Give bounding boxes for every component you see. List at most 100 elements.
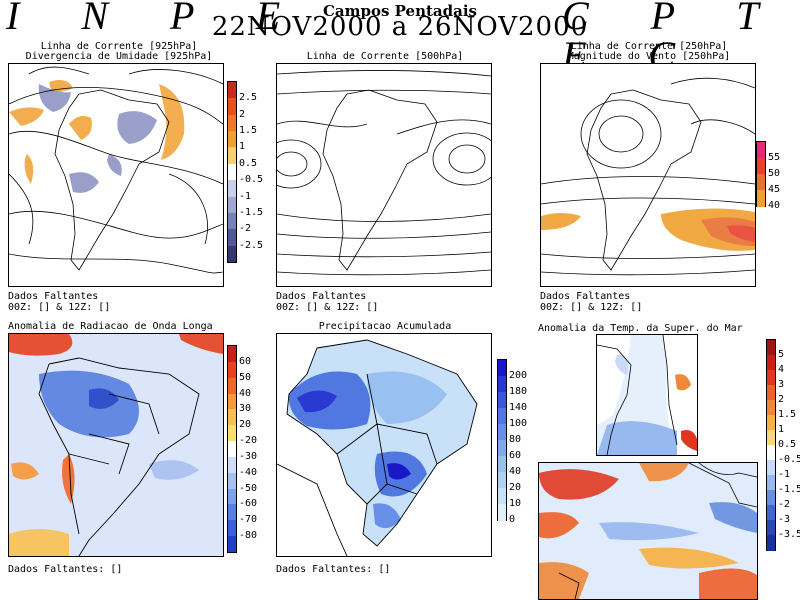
panel6-title: Anomalia da Temp. da Super. do Mar — [538, 323, 743, 334]
olr-colorbar-segment — [228, 346, 236, 363]
precipitation-map — [276, 333, 492, 557]
sst-colorbar-segment — [767, 340, 775, 356]
div-colorbar-segment — [228, 212, 236, 230]
wind-colorbar-label: 55 — [768, 152, 781, 163]
olr-colorbar-label: -40 — [239, 466, 258, 478]
olr-colorbar-segment — [228, 520, 236, 537]
prec-colorbar-label: 40 — [509, 466, 522, 477]
olr-colorbar-segment — [228, 488, 236, 505]
prec-colorbar-segment — [498, 504, 506, 521]
sst-colorbar-label: 2 — [778, 394, 785, 405]
div-colorbar-segment — [228, 82, 236, 99]
sst-colorbar-label: -3.5 — [778, 529, 800, 540]
streamline-250-map — [540, 63, 756, 287]
olr-colorbar-label: 40 — [239, 387, 252, 399]
sst-colorbar-segment — [767, 400, 775, 416]
prec-colorbar-segment — [498, 472, 506, 489]
olr-colorbar-label: -30 — [239, 450, 258, 462]
sst-colorbar-label: 3 — [778, 379, 785, 390]
olr-colorbar-label: 50 — [239, 371, 252, 383]
div-colorbar-segment — [228, 114, 236, 132]
olr-colorbar-label: -60 — [239, 498, 258, 510]
prec-colorbar-label: 100 — [509, 418, 528, 429]
sst-colorbar-label: -1.5 — [778, 484, 800, 495]
sst-colorbar-segment — [767, 535, 775, 551]
wind-colorbar-label: 40 — [768, 200, 781, 211]
streamline-925-map — [8, 63, 224, 287]
wind-colorbar-label: 50 — [768, 168, 781, 179]
panel2-title1: Linha de Corrente [500hPa] — [306, 51, 464, 62]
prec-colorbar-segment — [498, 456, 506, 473]
wind-colorbar: 55 50 45 40 — [756, 141, 780, 211]
div-colorbar-label: -1 — [239, 190, 252, 202]
div-colorbar-label: -0.5 — [239, 174, 264, 186]
sst-colorbar-label: 1.5 — [778, 409, 797, 420]
panel4-missing: Dados Faltantes: [] — [8, 564, 123, 575]
sst-colorbar-segment — [767, 430, 775, 446]
div-colorbar-label: 2 — [239, 108, 246, 120]
olr-colorbar-label: -70 — [239, 514, 258, 526]
div-colorbar-label: -2.5 — [239, 239, 264, 251]
olr-colorbar-label: -20 — [239, 435, 258, 447]
div-colorbar-label: 2.5 — [239, 92, 258, 104]
sst-colorbar-segment — [767, 490, 775, 506]
prec-colorbar-label: 60 — [509, 450, 522, 461]
sst-colorbar-segment — [767, 505, 775, 521]
div-colorbar-segment — [228, 147, 236, 165]
inpe-logo: I N P E — [6, 0, 307, 38]
sst-colorbar-label: -0.5 — [778, 454, 800, 465]
div-colorbar-segment — [228, 180, 236, 198]
olr-colorbar-segment — [228, 393, 236, 410]
sst-colorbar-segment — [767, 370, 775, 386]
div-colorbar-segment — [228, 229, 236, 247]
prec-colorbar-segment — [498, 408, 506, 425]
sst-pacific-map — [538, 462, 758, 600]
panel2-missing: Dados Faltantes — [276, 291, 367, 302]
div-colorbar-segment — [228, 163, 236, 181]
olr-colorbar-label: 20 — [239, 419, 252, 431]
olr-colorbar-segment — [228, 504, 236, 521]
panel3-missing-times: 00Z: [] & 12Z: [] — [540, 302, 643, 313]
div-colorbar-label: 1 — [239, 141, 246, 153]
sst-colorbar-label: -2 — [778, 499, 791, 510]
olr-colorbar-segment — [228, 425, 236, 442]
prec-colorbar-segment — [498, 360, 506, 377]
prec-colorbar-segment — [498, 376, 506, 393]
panel1-missing-times: 00Z: [] & 12Z: [] — [8, 302, 111, 313]
sst-colorbar-label: 0.5 — [778, 439, 797, 450]
wind-colorbar-segment — [757, 142, 765, 159]
panel5-title: Precipitacao Acumulada — [318, 321, 452, 332]
sst-colorbar-segment — [767, 460, 775, 476]
olr-colorbar-segment — [228, 456, 236, 474]
wind-colorbar-segment — [757, 158, 765, 175]
olr-anomaly-map — [8, 333, 224, 557]
div-colorbar-label: 1.5 — [239, 125, 258, 137]
sst-colorbar-label: 1 — [778, 424, 785, 435]
panel2-missing-times: 00Z: [] & 12Z: [] — [276, 302, 379, 313]
wind-colorbar-label: 45 — [768, 184, 781, 195]
olr-colorbar-label: 60 — [239, 355, 252, 367]
div-colorbar-segment — [228, 245, 236, 263]
olr-colorbar-segment — [228, 361, 236, 379]
sst-colorbar-segment — [767, 520, 775, 536]
panel4-title: Anomalia de Radiacao de Onda Longa — [8, 321, 213, 332]
prec-colorbar-label: 10 — [509, 498, 522, 509]
sst-colorbar-segment — [767, 415, 775, 431]
sst-colorbar-label: -1 — [778, 469, 791, 480]
panel1-missing: Dados Faltantes — [8, 291, 99, 302]
sst-colorbar-label: 4 — [778, 364, 785, 375]
sst-colorbar: 5 4 3 2 1.5 1 0.5 -0.5 -1 -1.5 -2 -3 -3.5 — [766, 339, 800, 551]
sst-colorbar-segment — [767, 475, 775, 491]
panel1-title2: Divergencia de Umidade [925hPa] — [25, 51, 213, 62]
sst-colorbar-segment — [767, 355, 775, 371]
prec-colorbar-label: 200 — [509, 370, 528, 381]
prec-colorbar-label: 80 — [509, 434, 522, 445]
streamline-500-map — [276, 63, 492, 287]
olr-colorbar: 60 50 40 30 20 -20 -30 -40 -50 -60 -70 -80 — [227, 345, 257, 553]
prec-colorbar-segment — [498, 424, 506, 441]
olr-colorbar-segment — [228, 472, 236, 490]
page-title: Campos Pentadais — [322, 2, 477, 20]
olr-colorbar-label: -50 — [239, 482, 258, 494]
prec-colorbar-label: 0 — [509, 514, 516, 525]
sst-colorbar-label: 5 — [778, 349, 785, 360]
